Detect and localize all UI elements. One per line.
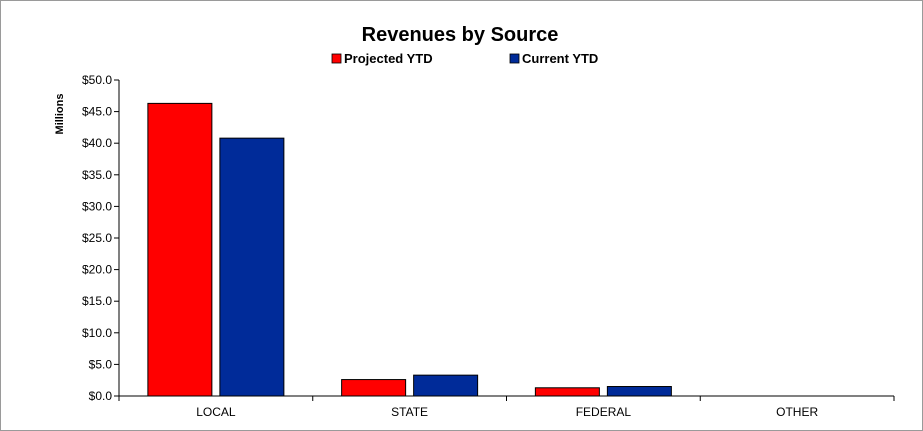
legend-swatch-1 (509, 53, 520, 64)
bar-current-ytd-local (219, 137, 285, 397)
x-tick-label: OTHER (776, 405, 818, 419)
y-tick-label: $25.0 (82, 231, 112, 245)
bar-current-ytd-state (413, 374, 479, 397)
bar-current-ytd-federal (606, 386, 672, 397)
bar-projected-ytd-state (341, 379, 407, 397)
x-tick-label: FEDERAL (576, 405, 632, 419)
bar-projected-ytd-local (147, 102, 213, 397)
bar-projected-ytd-federal (534, 387, 600, 397)
y-tick-label: $15.0 (82, 294, 112, 308)
y-tick-label: $45.0 (82, 105, 112, 119)
bars (147, 102, 672, 397)
y-tick-label: $5.0 (89, 357, 113, 371)
y-axis: $0.0 $5.0 $10.0 $15.0 $20.0 $25.0 $30.0 $35.0 $4… (82, 73, 120, 403)
x-axis: LOCAL STATE FEDERAL OTHER (118, 395, 895, 419)
y-tick-label: $35.0 (82, 168, 112, 182)
legend-label-1: Current YTD (522, 51, 598, 66)
y-tick-label: $40.0 (82, 136, 112, 150)
x-tick-label: STATE (391, 405, 428, 419)
x-tick-label: LOCAL (196, 405, 236, 419)
y-tick-label: $20.0 (82, 263, 112, 277)
chart-title: Revenues by Source (362, 24, 559, 46)
y-tick-label: $0.0 (89, 389, 113, 403)
y-tick-label: $30.0 (82, 199, 112, 213)
legend: Projected YTD Current YTD (331, 51, 598, 66)
legend-swatch-0 (331, 53, 342, 64)
y-axis-label: Millions (54, 94, 66, 135)
y-tick-label: $10.0 (82, 326, 112, 340)
legend-label-0: Projected YTD (344, 51, 433, 66)
y-tick-label: $50.0 (82, 73, 112, 87)
